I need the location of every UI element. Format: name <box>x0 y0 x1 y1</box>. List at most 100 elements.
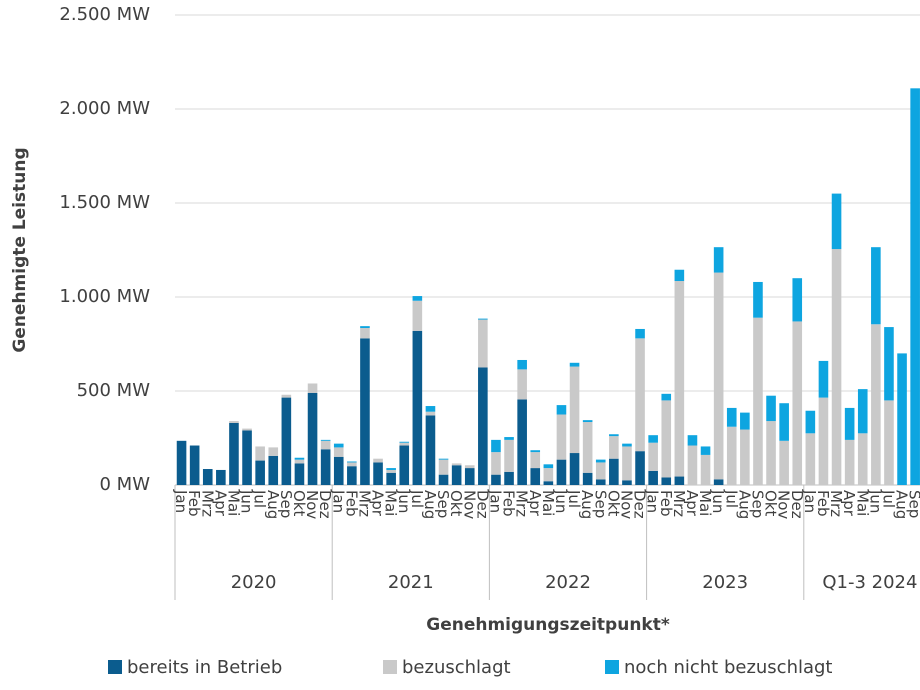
legend-swatch <box>605 660 619 674</box>
bar-segment <box>792 321 803 485</box>
bar-segment <box>713 479 724 485</box>
bar-segment <box>478 318 488 320</box>
bar-segment <box>661 393 672 401</box>
bar-segment <box>425 411 436 416</box>
x-tick-label: Jun <box>552 489 570 513</box>
bar-segment <box>438 474 449 485</box>
x-tick-label: Jul <box>879 489 897 508</box>
group-label: 2020 <box>231 572 277 593</box>
x-tick-label: Sep <box>748 490 766 518</box>
x-tick-label: Jun <box>238 489 256 513</box>
x-tick-label: Sep <box>434 490 452 518</box>
bar-segment <box>425 415 436 485</box>
group-label: 2023 <box>702 572 748 593</box>
bar-segment <box>438 458 449 460</box>
bar-segment <box>320 440 331 450</box>
bar-segment <box>818 360 829 398</box>
bar-segment <box>556 459 567 485</box>
bar-segment <box>202 469 213 485</box>
x-tick-label: Feb <box>657 490 675 517</box>
x-tick-label: Jul <box>722 489 740 508</box>
bar-segment <box>451 465 462 485</box>
bar-segment <box>844 407 855 440</box>
bar-segment <box>792 278 803 322</box>
y-axis-title: Genehmigte Leistung <box>10 147 30 352</box>
x-tick-label: Jan <box>644 489 662 513</box>
bar-segment <box>373 458 383 463</box>
x-tick-label: Jan <box>801 489 819 513</box>
x-tick-label: Feb <box>814 490 832 517</box>
y-tick-label: 500 MW <box>77 380 151 401</box>
bar-segment <box>412 330 423 485</box>
y-tick-label: 2.500 MW <box>59 4 150 25</box>
x-tick-label: Mrz <box>827 490 845 517</box>
bar-segment <box>451 463 462 466</box>
bar-segment <box>609 436 619 459</box>
x-tick-label: Mrz <box>355 490 373 517</box>
bar-segment <box>582 422 593 473</box>
x-tick-label: Okt <box>762 490 780 516</box>
bar-segment <box>805 410 816 434</box>
bar-segment <box>189 445 200 485</box>
bar-segment <box>347 461 357 463</box>
bar-segment <box>399 441 410 443</box>
bar-segment <box>438 459 449 475</box>
x-tick-label: Sep <box>277 490 295 518</box>
x-tick-label: Dez <box>788 490 806 519</box>
x-tick-label: Nov <box>460 490 478 519</box>
x-tick-label: Okt <box>290 490 308 516</box>
legend-label: bezuschlagt <box>402 657 511 678</box>
bar-segment <box>543 481 554 485</box>
bar-segment <box>491 439 501 453</box>
legend-swatch <box>383 660 397 674</box>
bar-segment <box>504 471 514 485</box>
bar-segment <box>569 366 580 454</box>
bar-segment <box>661 400 672 478</box>
bar-segment <box>347 462 357 467</box>
bar-segment <box>569 362 580 367</box>
bar-segment <box>464 465 475 469</box>
y-tick-label: 0 MW <box>99 474 150 495</box>
bar-segment <box>517 359 527 370</box>
bar-segment <box>700 454 711 485</box>
x-tick-label: Aug <box>735 490 753 519</box>
bar-segment <box>648 442 658 471</box>
bar-segment <box>609 434 619 437</box>
bar-segment <box>543 468 554 482</box>
bar-segment <box>582 420 593 423</box>
bar-segment <box>700 446 711 455</box>
bar-segment <box>713 272 724 480</box>
x-tick-label: Nov <box>303 490 321 519</box>
x-tick-label: Mai <box>382 490 400 516</box>
x-tick-label: Aug <box>421 490 439 519</box>
bar-segment <box>294 457 305 460</box>
bar-segment <box>491 474 501 485</box>
bar-segment <box>857 433 868 485</box>
bar-segment <box>360 328 370 339</box>
x-axis-title: Genehmigungszeitpunkt* <box>426 615 670 635</box>
bar-segment <box>268 455 279 485</box>
bar-segment <box>609 458 619 485</box>
x-tick-label: Jul <box>251 489 269 508</box>
bar-segment <box>674 281 685 477</box>
bar-segment <box>740 429 750 485</box>
x-tick-label: Nov <box>775 490 793 519</box>
bar-segment <box>740 412 750 430</box>
bar-segment <box>216 469 226 485</box>
x-tick-label: Apr <box>526 490 544 517</box>
bar-segment <box>674 269 685 282</box>
legend-label: bereits in Betrieb <box>127 657 282 678</box>
bar-segment <box>766 421 776 485</box>
x-tick-label: Nov <box>617 490 635 519</box>
bar-segment <box>229 421 239 423</box>
bar-segment <box>556 405 567 415</box>
x-tick-label: Feb <box>185 490 203 517</box>
legend-swatch <box>108 660 122 674</box>
bar-segment <box>582 472 593 485</box>
bar-segment <box>871 247 881 325</box>
bar-segment <box>661 477 672 485</box>
bar-segment <box>268 447 279 456</box>
bar-segment <box>281 394 292 398</box>
bar-segment <box>753 281 763 318</box>
x-tick-label: Apr <box>369 490 387 517</box>
